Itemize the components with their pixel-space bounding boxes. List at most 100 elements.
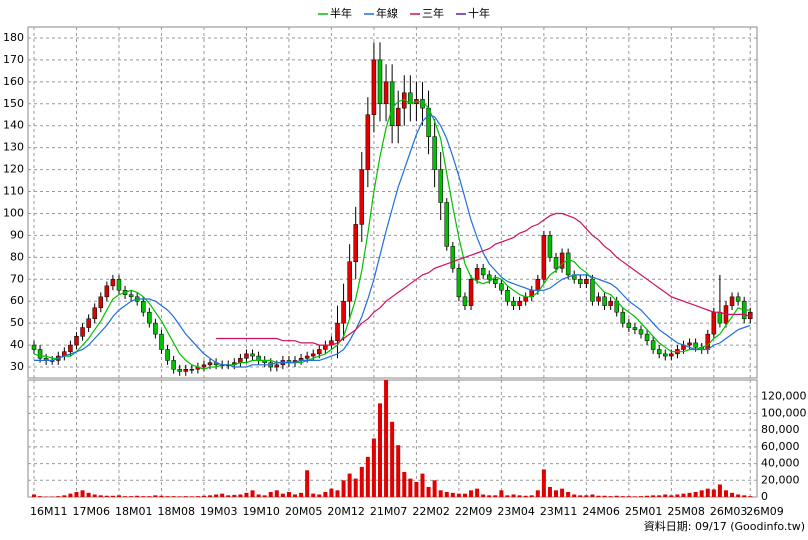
volume-bar — [56, 496, 61, 497]
candle-body — [80, 327, 85, 337]
y-tick-label: 170 — [3, 53, 24, 66]
candle-body — [493, 279, 498, 284]
candle-body — [153, 322, 158, 335]
candle-body — [171, 360, 176, 370]
volume-bar — [384, 380, 389, 497]
y-tick-label: 110 — [3, 185, 24, 198]
volume-bar — [214, 494, 219, 497]
volume-bar — [286, 491, 291, 497]
candle-body — [553, 257, 559, 269]
y2-tick-label: 80,000 — [761, 423, 800, 436]
candle-body — [535, 279, 541, 291]
candle-body — [584, 279, 589, 284]
volume-bar — [717, 484, 722, 497]
x-tick-label: 22M09 — [455, 505, 493, 518]
volume-bar — [402, 471, 407, 497]
volume-bar — [523, 495, 528, 497]
y-tick-label: 50 — [10, 316, 24, 329]
volume-bar — [38, 496, 43, 497]
volume-bar — [116, 495, 121, 497]
ma-line — [216, 212, 751, 346]
candle-body — [147, 311, 152, 324]
volume-bar — [414, 481, 419, 497]
volume-bar — [547, 486, 552, 497]
y2-tick-label: 20,000 — [761, 473, 800, 486]
x-tick-label: 23M04 — [497, 505, 535, 518]
x-tick-label: 18M01 — [115, 505, 153, 518]
candle-body — [177, 368, 182, 372]
candle-body — [395, 107, 401, 126]
candle-body — [159, 333, 164, 350]
candle-body — [274, 364, 280, 368]
volume-bar — [450, 492, 455, 497]
candle-body — [98, 296, 104, 309]
candle-body — [371, 59, 377, 115]
candle-body — [711, 311, 717, 335]
volume-bar — [699, 490, 704, 497]
candle-body — [511, 300, 516, 306]
candle-body — [669, 353, 674, 357]
candle-body — [608, 300, 613, 306]
volume-bar — [535, 490, 540, 497]
candle-body — [238, 358, 243, 363]
candle-body — [541, 235, 547, 280]
candle-body — [377, 59, 383, 105]
candle-body — [462, 296, 468, 306]
volume-bar — [293, 494, 298, 497]
y-tick-label: 40 — [10, 338, 24, 351]
candle-body — [341, 300, 346, 324]
volume-bar — [578, 495, 583, 497]
volume-bar — [663, 494, 668, 497]
volume-bar — [620, 496, 625, 497]
candle-body — [74, 336, 79, 346]
y-tick-label: 90 — [10, 228, 24, 241]
x-tick-label: 23M11 — [540, 505, 578, 518]
x-tick-label: 17M06 — [72, 505, 110, 518]
volume-bar — [226, 495, 231, 497]
volume-bar — [311, 493, 316, 497]
candle-body — [128, 294, 134, 298]
volume-bar — [135, 495, 140, 497]
volume-bar — [238, 494, 243, 497]
volume-bar — [68, 493, 73, 497]
volume-bar — [572, 494, 577, 497]
x-tick-label: 20M05 — [285, 505, 323, 518]
candle-body — [687, 342, 692, 346]
volume-bar — [232, 494, 237, 497]
volume-bar — [748, 496, 753, 497]
volume-bar — [639, 496, 643, 497]
y2-tick-label: 40,000 — [761, 457, 800, 470]
ma-line — [34, 114, 751, 368]
y-tick-label: 140 — [3, 119, 24, 132]
volume-bar — [529, 495, 534, 497]
volume-bar — [438, 490, 443, 497]
candle-body — [474, 268, 480, 280]
volume-bar — [444, 491, 449, 497]
volume-bar — [675, 494, 680, 497]
volume-bar — [268, 491, 273, 497]
candle-body — [365, 114, 371, 170]
candle-body — [304, 355, 310, 359]
volume-bar — [280, 493, 285, 497]
candle-body — [68, 344, 73, 352]
candle-body — [656, 349, 662, 355]
y2-tick-label: 120,000 — [761, 390, 807, 403]
volume-bar — [742, 495, 747, 497]
volume-bar — [736, 494, 741, 497]
candle-body — [383, 81, 389, 105]
candle-body — [244, 353, 249, 359]
volume-bar — [141, 496, 146, 497]
volume-bar — [432, 480, 437, 497]
volume-bar — [596, 495, 601, 497]
x-tick-label: 26M09 — [746, 505, 784, 518]
y-tick-label: 60 — [10, 294, 24, 307]
volume-bar — [365, 456, 370, 497]
x-tick-label: 21M07 — [370, 505, 408, 518]
y-tick-label: 150 — [3, 97, 24, 110]
candle-body — [487, 274, 492, 280]
volume-bar — [499, 490, 504, 497]
candle-body — [92, 307, 97, 320]
volume-bar — [487, 495, 492, 497]
volume-bar — [92, 494, 97, 497]
